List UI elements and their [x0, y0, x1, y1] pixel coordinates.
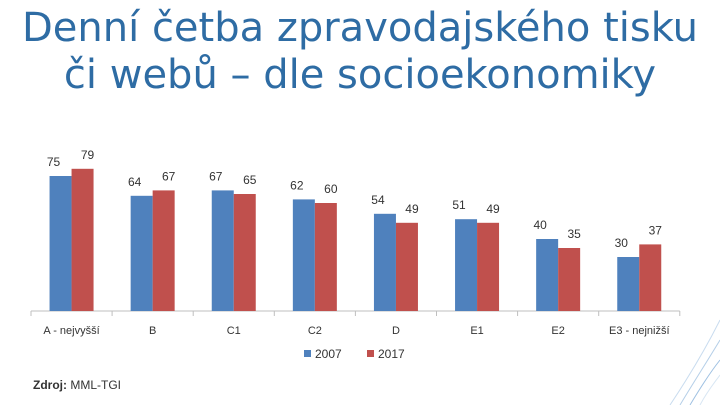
bar-2007 [373, 213, 396, 311]
data-label-2017: 65 [243, 173, 257, 187]
bar-2017 [314, 203, 337, 311]
data-label-2007: 62 [290, 178, 304, 192]
bar-2007 [536, 239, 559, 311]
data-label-2007: 40 [533, 218, 547, 232]
bar-2017 [152, 190, 175, 311]
bar-2017 [639, 244, 662, 311]
source-label: Zdroj: [33, 378, 67, 392]
bar-2017 [477, 222, 500, 311]
bar-2007 [211, 190, 234, 311]
bar-2017 [558, 248, 581, 311]
decorative-corner-graphic [669, 319, 720, 405]
bar-2007 [130, 195, 153, 311]
source-value: MML-TGI [70, 378, 122, 392]
data-label-2007: 54 [371, 193, 385, 207]
x-tick-label: C1 [227, 325, 241, 337]
data-label-2017: 37 [649, 223, 663, 237]
chart-title-line-2: či webů – dle socioekonomiky [63, 52, 657, 98]
bar-2007 [455, 219, 478, 311]
x-tick-label: D [392, 325, 400, 337]
data-label-2007: 75 [47, 155, 61, 169]
data-label-2017: 67 [162, 169, 176, 183]
bar-2017 [233, 194, 256, 311]
data-label-2007: 67 [209, 169, 223, 183]
bar-2017 [71, 168, 94, 311]
data-label-2007: 30 [615, 236, 629, 250]
data-label-2017: 60 [324, 182, 338, 196]
bar-2007 [49, 176, 72, 311]
legend-label-2007: 2007 [315, 347, 342, 361]
data-label-2017: 35 [567, 227, 581, 241]
data-label-2017: 49 [405, 202, 419, 216]
data-label-2007: 51 [452, 198, 466, 212]
x-tick-label: C2 [308, 325, 322, 337]
bar-2007 [617, 257, 640, 311]
source-note: Zdroj: MML-TGI [33, 378, 121, 392]
x-tick-label: E1 [470, 325, 483, 337]
x-tick-label: A - nejvyšší [43, 325, 99, 337]
data-label-2017: 79 [81, 148, 95, 162]
x-tick-label: B [149, 325, 156, 337]
bar-2017 [395, 222, 418, 311]
legend-swatch-2017 [367, 350, 374, 357]
legend-swatch-2007 [304, 350, 311, 357]
data-label-2007: 64 [128, 175, 142, 189]
chart-title-line-1: Denní četba zpravodajského tisku [22, 5, 698, 51]
data-label-2017: 49 [486, 202, 500, 216]
x-tick-label: E2 [551, 325, 564, 337]
legend-label-2017: 2017 [378, 347, 405, 361]
bar-2007 [292, 199, 315, 311]
x-tick-label: E3 - nejnižší [609, 325, 670, 337]
